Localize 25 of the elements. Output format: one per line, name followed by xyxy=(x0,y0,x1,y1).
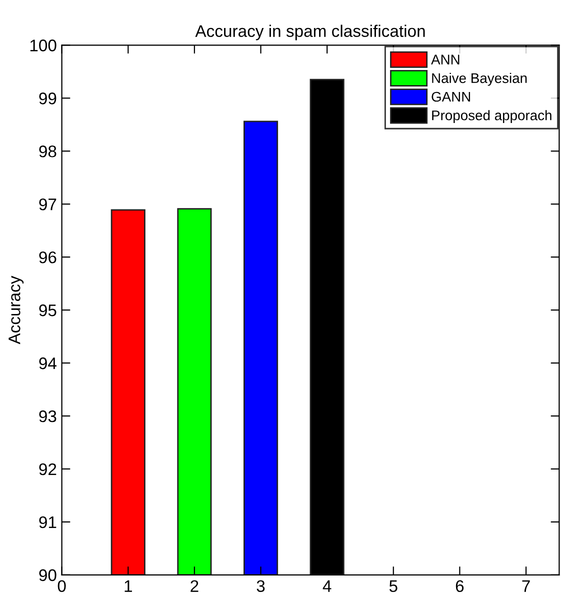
y-tick-label: 97 xyxy=(39,198,56,210)
legend-label: ANN xyxy=(431,54,460,64)
y-tick-label: 90 xyxy=(39,569,56,582)
x-tick-label: 1 xyxy=(124,580,132,592)
x-tick-label: 7 xyxy=(522,580,530,592)
y-tick-label: 96 xyxy=(39,251,56,264)
y-tick-label: 94 xyxy=(39,357,56,370)
y-tick-label: 99 xyxy=(39,92,56,104)
x-tick-label: 6 xyxy=(456,580,464,592)
y-tick-label: 98 xyxy=(39,146,56,158)
legend-label: GANN xyxy=(432,92,470,102)
legend-label: Naive Bayesian xyxy=(432,72,527,86)
x-tick-label: 3 xyxy=(256,580,265,592)
y-tick-label: 91 xyxy=(39,516,56,528)
y-axis-title: Accuracy xyxy=(8,276,24,344)
x-tick-label: 4 xyxy=(322,580,332,592)
x-tick-label: 0 xyxy=(58,580,66,592)
x-tick-label: 2 xyxy=(190,580,198,592)
x-tick-label: 5 xyxy=(389,580,398,592)
y-tick-label: 92 xyxy=(39,463,56,476)
y-tick-label: 95 xyxy=(39,304,56,316)
chart-title: Accuracy in spam classification xyxy=(195,24,425,40)
legend-label: Proposed apporach xyxy=(432,110,552,124)
y-tick-label: 100 xyxy=(30,40,56,52)
y-tick-label: 93 xyxy=(39,410,56,422)
